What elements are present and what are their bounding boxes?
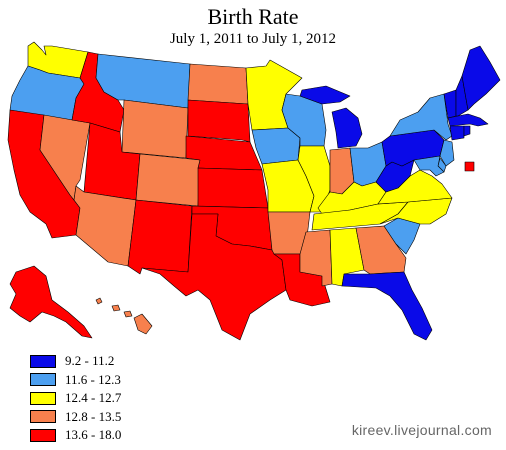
state-ct[interactable] — [449, 125, 465, 141]
legend-item: 9.2 - 11.2 — [30, 352, 121, 371]
state-tx[interactable] — [141, 213, 287, 341]
legend-label: 11.6 - 12.3 — [65, 371, 121, 387]
state-nm[interactable] — [127, 199, 193, 275]
state-ia[interactable] — [251, 127, 301, 165]
state-ri[interactable] — [463, 125, 471, 137]
legend-swatch — [30, 410, 56, 424]
state-wy[interactable] — [121, 99, 189, 159]
state-nh[interactable] — [455, 75, 469, 117]
state-il[interactable] — [297, 145, 331, 213]
state-nd[interactable] — [187, 63, 249, 105]
state-nj[interactable] — [439, 139, 455, 167]
state-ak[interactable] — [9, 265, 93, 339]
state-nc[interactable] — [379, 197, 453, 225]
state-ny[interactable] — [389, 93, 453, 141]
legend-swatch — [30, 428, 56, 442]
state-me[interactable] — [461, 45, 501, 111]
legend-swatch — [30, 391, 56, 405]
legend-label: 9.2 - 11.2 — [65, 353, 115, 369]
state-hi[interactable] — [95, 297, 153, 335]
legend-label: 13.6 - 18.0 — [65, 427, 122, 443]
legend-item: 12.4 - 12.7 — [30, 389, 121, 408]
legend-swatch — [30, 354, 56, 368]
state-sd[interactable] — [187, 99, 251, 143]
legend-swatch — [30, 373, 56, 387]
map-subtitle: July 1, 2011 to July 1, 2012 — [169, 31, 337, 47]
state-ks[interactable] — [197, 167, 269, 209]
state-ma[interactable] — [447, 113, 489, 127]
state-co[interactable] — [135, 153, 201, 207]
legend-label: 12.8 - 13.5 — [65, 408, 122, 424]
legend: 9.2 - 11.2 11.6 - 12.3 12.4 - 12.7 12.8 … — [30, 352, 121, 445]
map-title: Birth Rate — [207, 4, 299, 29]
state-mi[interactable] — [299, 85, 363, 149]
legend-item: 12.8 - 13.5 — [30, 408, 121, 427]
state-dc[interactable] — [464, 161, 475, 172]
credit-text: kireev.livejournal.com — [351, 422, 492, 438]
legend-item: 11.6 - 12.3 — [30, 371, 121, 390]
state-fl[interactable] — [341, 271, 433, 341]
legend-label: 12.4 - 12.7 — [65, 390, 122, 406]
state-md[interactable] — [413, 155, 445, 177]
legend-item: 13.6 - 18.0 — [30, 426, 121, 445]
